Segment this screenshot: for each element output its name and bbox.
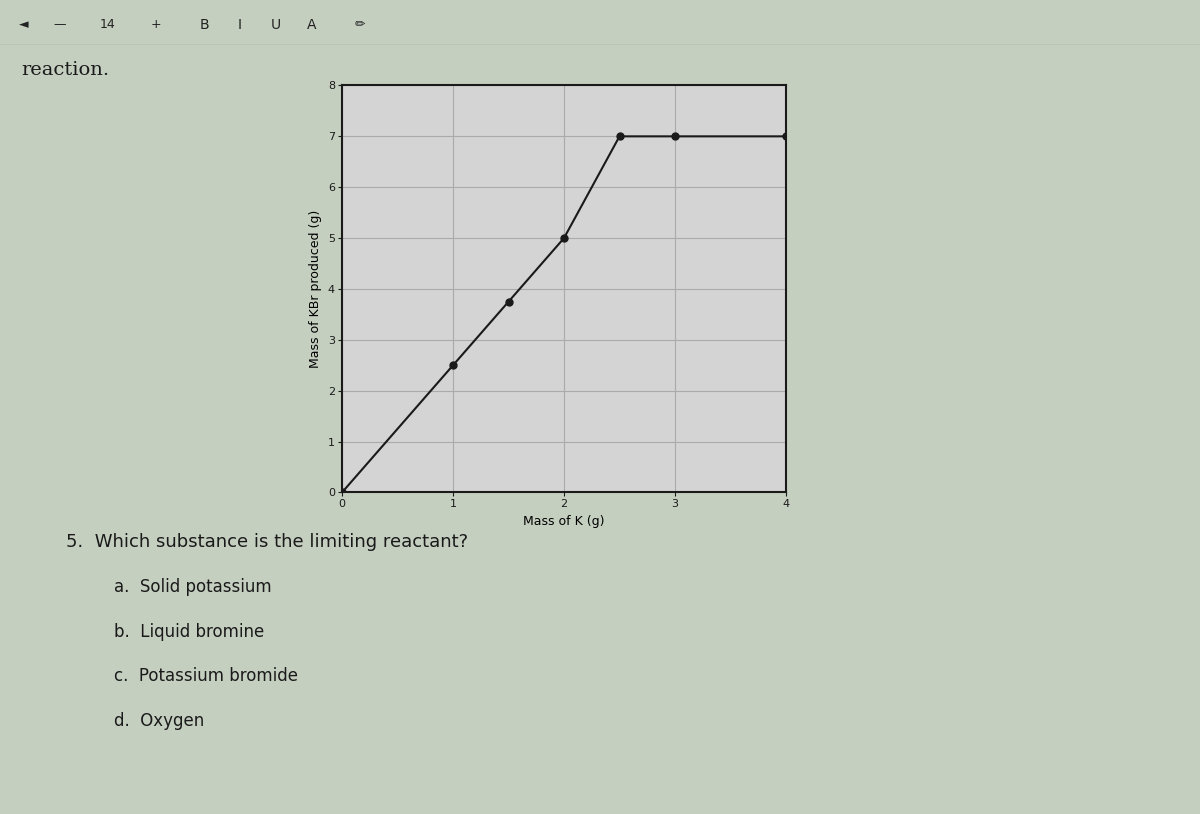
Text: a.  Solid potassium: a. Solid potassium (114, 578, 271, 596)
Text: A: A (307, 18, 317, 32)
Text: 5.  Which substance is the limiting reactant?: 5. Which substance is the limiting react… (66, 533, 468, 551)
Text: I: I (238, 18, 242, 32)
Text: 14: 14 (100, 18, 116, 31)
X-axis label: Mass of K (g): Mass of K (g) (523, 515, 605, 528)
Y-axis label: Mass of KBr produced (g): Mass of KBr produced (g) (310, 210, 323, 368)
Text: ✏: ✏ (355, 18, 365, 31)
Text: ◄: ◄ (19, 18, 29, 31)
Text: —: — (54, 18, 66, 31)
Text: B: B (199, 18, 209, 32)
Text: c.  Potassium bromide: c. Potassium bromide (114, 667, 298, 685)
Text: reaction.: reaction. (22, 61, 109, 79)
Text: U: U (271, 18, 281, 32)
Text: d.  Oxygen: d. Oxygen (114, 712, 204, 730)
Text: +: + (151, 18, 161, 31)
Text: b.  Liquid bromine: b. Liquid bromine (114, 623, 264, 641)
